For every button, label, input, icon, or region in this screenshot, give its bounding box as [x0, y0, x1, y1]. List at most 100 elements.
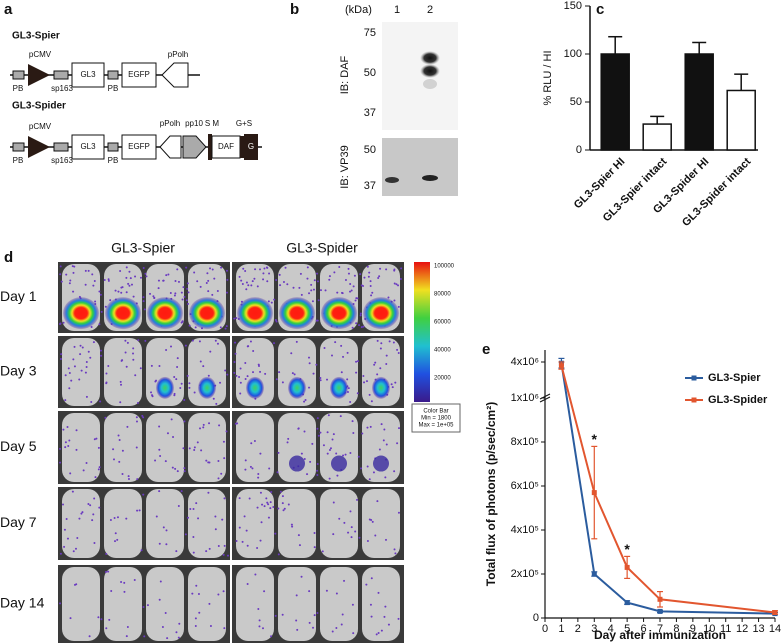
signal-speck: [208, 461, 211, 464]
unit-label: (kDa): [345, 4, 372, 16]
signal-speck: [319, 431, 322, 434]
signal-speck: [344, 278, 347, 281]
signal-speck: [335, 592, 338, 595]
signal-spot: [156, 376, 174, 399]
signal-speck: [259, 370, 262, 373]
signal-speck: [136, 402, 139, 405]
signal-speck: [352, 432, 355, 435]
signal-speck: [177, 636, 180, 639]
signal-speck: [62, 428, 65, 431]
signal-speck: [135, 446, 138, 449]
signal-speck: [373, 363, 376, 366]
mouse-body: [278, 489, 316, 558]
signal-speck: [291, 372, 294, 375]
signal-speck: [183, 420, 186, 423]
signal-speck: [142, 605, 145, 608]
signal-speck: [154, 459, 157, 462]
signal-speck: [112, 448, 115, 451]
signal-speck: [256, 546, 259, 549]
signal-speck: [379, 267, 382, 270]
signal-speck: [377, 591, 380, 594]
signal-speck: [182, 286, 185, 289]
signal-speck: [383, 615, 386, 618]
annotation: *: [592, 431, 598, 447]
signal-speck: [398, 427, 401, 430]
signal-speck: [358, 536, 361, 539]
signal-speck: [124, 339, 127, 342]
signal-speck: [241, 540, 244, 543]
colorbar-tick-label: 20000: [434, 376, 451, 382]
signal-speck: [180, 382, 183, 385]
signal-speck: [308, 621, 311, 624]
mouse-body: [362, 567, 400, 641]
signal-speck: [336, 474, 339, 477]
signal-speck: [300, 575, 303, 578]
signal-speck: [332, 501, 335, 504]
blot-image: [382, 138, 458, 196]
signal-speck: [81, 511, 84, 514]
promoter-arrow: [28, 136, 50, 158]
signal-speck: [100, 354, 103, 357]
signal-speck: [213, 277, 216, 280]
signal-speck: [354, 530, 357, 533]
signal-speck: [108, 618, 111, 621]
signal-spot: [330, 376, 348, 399]
signal-speck: [355, 371, 358, 374]
signal-speck: [269, 507, 272, 510]
signal-speck: [246, 582, 249, 585]
signal-speck: [376, 500, 379, 503]
signal-speck: [368, 271, 371, 274]
marker-label: 37: [364, 180, 376, 192]
x-tick-label: 10: [703, 623, 715, 635]
signal-speck: [98, 290, 101, 293]
signal-speck: [141, 414, 144, 417]
signal-speck: [247, 284, 250, 287]
signal-speck: [205, 550, 208, 553]
signal-speck: [169, 292, 172, 295]
signal-speck: [225, 325, 228, 328]
signal-speck: [153, 296, 156, 299]
signal-speck: [249, 465, 252, 468]
y-tick-label: 8x10⁵: [511, 436, 539, 448]
signal-speck: [69, 617, 72, 620]
mouse-body: [104, 567, 142, 641]
signal-speck: [72, 358, 75, 361]
signal-speck: [142, 296, 145, 299]
signal-speck: [192, 536, 195, 539]
signal-speck: [295, 619, 298, 622]
signal-speck: [126, 425, 129, 428]
signal-spot: [279, 297, 315, 330]
signal-speck: [215, 402, 218, 405]
signal-speck: [258, 619, 261, 622]
signal-speck: [80, 369, 83, 372]
signal-speck: [222, 553, 225, 556]
signal-speck: [359, 312, 362, 315]
panel-label: d: [4, 249, 13, 266]
signal-speck: [233, 371, 236, 374]
band: [422, 175, 438, 181]
signal-speck: [326, 378, 329, 381]
signal-speck: [240, 279, 243, 282]
pb-box: [12, 142, 25, 152]
signal-speck: [286, 283, 289, 286]
signal-speck: [363, 381, 366, 384]
signal-speck: [332, 533, 335, 536]
signal-speck: [297, 427, 300, 430]
signal-speck: [316, 469, 319, 472]
signal-speck: [66, 537, 69, 540]
signal-speck: [234, 352, 237, 355]
signal-speck: [118, 439, 121, 442]
y-tick-label: 1x10⁶: [511, 392, 539, 404]
signal-speck: [158, 542, 161, 545]
signal-speck: [90, 401, 93, 404]
signal-speck: [272, 506, 275, 509]
signal-speck: [128, 270, 131, 273]
gpi-box: [244, 134, 258, 160]
signal-speck: [183, 295, 186, 298]
signal-speck: [273, 298, 276, 301]
signal-speck: [250, 442, 253, 445]
signal-speck: [176, 470, 179, 473]
mouse-body: [146, 489, 184, 558]
signal-speck: [361, 432, 364, 435]
signal-speck: [224, 369, 227, 372]
